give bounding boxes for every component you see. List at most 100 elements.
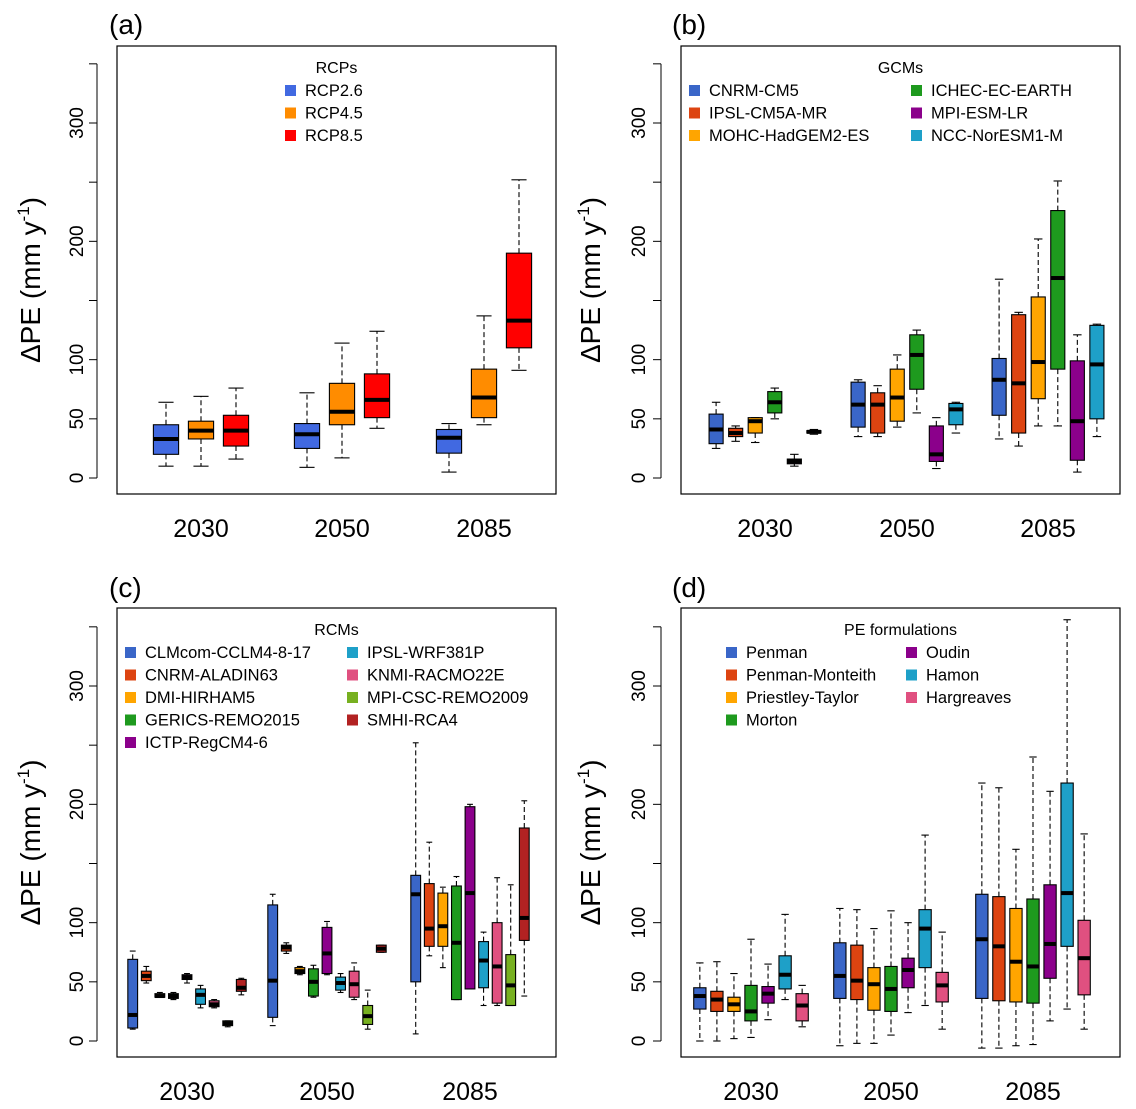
box-Penman bbox=[975, 782, 989, 1049]
legend-swatch bbox=[689, 85, 700, 96]
legend-swatch bbox=[125, 714, 136, 726]
plot-frame bbox=[680, 45, 1121, 495]
box-Priestley-Taylor bbox=[727, 972, 741, 1040]
box-CNRM-ALADIN63 bbox=[140, 965, 152, 984]
legend-swatch bbox=[285, 130, 296, 141]
box-MOHC-HadGEM2-ES bbox=[1030, 238, 1046, 427]
legend-entry: CLMcom-CCLM4-8-17 bbox=[145, 644, 311, 662]
box-body bbox=[1026, 898, 1040, 1004]
legend-swatch bbox=[125, 692, 136, 703]
legend-entry: NCC-NorESM1-M bbox=[931, 127, 1063, 145]
legend-entry: DMI-HIRHAM5 bbox=[145, 689, 255, 707]
legend-entry: MPI-CSC-REMO2009 bbox=[367, 689, 528, 707]
y-tick-label: 300 bbox=[67, 107, 88, 139]
y-axis-label: ΔPE (mm y-1) bbox=[14, 759, 46, 925]
box-MOHC-HadGEM2-ES bbox=[747, 417, 763, 444]
box-NCC-NorESM1-M bbox=[948, 401, 964, 434]
panel-b: (b) 0 50 100 200 300 ΔPE (mm y-1) 2030 2050 2085 G… bbox=[574, 9, 1121, 543]
box-MOHC-HadGEM2-ES bbox=[889, 354, 905, 428]
period-label: 2050 bbox=[314, 515, 370, 543]
y-tick-label: 50 bbox=[629, 408, 650, 429]
box-Morton bbox=[884, 910, 898, 1036]
box-Penman-Monteith bbox=[992, 787, 1006, 1049]
legend-entry: CNRM-CM5 bbox=[709, 82, 799, 100]
box-body bbox=[328, 382, 356, 426]
y-tick-label: 0 bbox=[67, 1036, 88, 1047]
box-Hamon bbox=[778, 913, 792, 1001]
box-CLMcom-CCLM4-8-17 bbox=[127, 950, 139, 1030]
box-ICHEC-EC-EARTH bbox=[909, 329, 925, 414]
y-tick-label: 100 bbox=[67, 344, 88, 376]
y-tick-label: 100 bbox=[629, 907, 650, 939]
box-DMI-HIRHAM5 bbox=[437, 886, 449, 969]
legend-entry: KNMI-RACMO22E bbox=[367, 667, 505, 685]
period-label: 2050 bbox=[879, 515, 935, 543]
legend: GCMs CNRM-CM5 IPSL-CM5A-MR MOHC-HadGEM2-ES I… bbox=[689, 60, 1072, 145]
box-KNMI-RACMO22E bbox=[208, 999, 220, 1009]
plot-frame bbox=[680, 607, 1121, 1058]
legend-entry: Priestley-Taylor bbox=[746, 689, 859, 707]
legend-entry: CNRM-ALADIN63 bbox=[145, 667, 278, 685]
box-RCP8.5 bbox=[505, 179, 533, 371]
box-body bbox=[423, 883, 435, 947]
legend-entry: Penman-Monteith bbox=[746, 667, 876, 685]
legend-entry: ICHEC-EC-EARTH bbox=[931, 82, 1072, 100]
period-label: 2030 bbox=[723, 1078, 779, 1106]
box-Oudin bbox=[1043, 790, 1057, 1022]
period-label: 2085 bbox=[1005, 1078, 1061, 1106]
legend-swatch bbox=[285, 85, 296, 96]
period-label: 2030 bbox=[737, 515, 793, 543]
box-Hargreaves bbox=[795, 984, 809, 1028]
legend-entry: Oudin bbox=[926, 644, 970, 662]
box-Hargreaves bbox=[1077, 833, 1091, 1030]
box-body bbox=[1009, 907, 1023, 1003]
panel-label: (b) bbox=[672, 9, 706, 40]
box-IPSL-WRF381P bbox=[195, 984, 207, 1009]
legend-entry: SMHI-RCA4 bbox=[367, 712, 458, 730]
y-tick-label: 100 bbox=[67, 907, 88, 939]
box-SMHI-RCA4 bbox=[235, 977, 247, 996]
legend-swatch bbox=[347, 692, 358, 703]
box-MPI-CSC-REMO2009 bbox=[362, 989, 374, 1030]
box-body bbox=[867, 967, 881, 1011]
box-body bbox=[491, 922, 503, 1004]
panel-c: (c) 0 50 100 200 300 ΔPE (mm y-1) 2030 2050 2085 R… bbox=[14, 572, 557, 1106]
box-body bbox=[909, 334, 925, 390]
box-body bbox=[1011, 314, 1027, 434]
box-KNMI-RACMO22E bbox=[348, 962, 360, 1001]
box-body bbox=[744, 984, 758, 1022]
box-RCP2.6 bbox=[293, 392, 321, 468]
legend: PE formulations Penman Penman-Monteith Prie… bbox=[726, 622, 1011, 730]
box-CNRM-CM5 bbox=[708, 401, 724, 449]
box-body bbox=[833, 942, 847, 999]
box-body bbox=[1030, 296, 1046, 400]
box-GERICS-REMO2015 bbox=[450, 875, 462, 1001]
legend-entry: Hargreaves bbox=[926, 689, 1011, 707]
y-tick-label: 200 bbox=[67, 788, 88, 820]
box-body bbox=[870, 392, 886, 434]
legend-swatch bbox=[125, 669, 136, 681]
y-tick-label: 50 bbox=[67, 971, 88, 992]
box-body bbox=[505, 252, 533, 349]
y-tick-label: 0 bbox=[629, 1036, 650, 1047]
box-Penman bbox=[693, 962, 707, 1042]
legend-swatch bbox=[347, 714, 358, 726]
box-IPSL-CM5A-MR bbox=[870, 385, 886, 438]
legend-entry: MOHC-HadGEM2-ES bbox=[709, 127, 869, 145]
legend-entry: IPSL-WRF381P bbox=[367, 644, 484, 662]
y-tick-label: 300 bbox=[629, 107, 650, 139]
legend-entry: IPSL-CM5A-MR bbox=[709, 105, 827, 123]
legend-title: RCMs bbox=[314, 622, 358, 639]
period-label: 2085 bbox=[1020, 515, 1076, 543]
box-CNRM-CM5 bbox=[850, 379, 866, 438]
box-SMHI-RCA4 bbox=[375, 944, 387, 953]
legend-entry: Morton bbox=[746, 712, 797, 730]
box-body bbox=[918, 909, 932, 969]
box-Penman bbox=[833, 907, 847, 1047]
box-body bbox=[1069, 360, 1085, 461]
legend-swatch bbox=[906, 647, 917, 658]
box-body bbox=[1089, 324, 1105, 420]
box-DMI-HIRHAM5 bbox=[154, 991, 166, 999]
box-RCP2.6 bbox=[152, 401, 180, 467]
box-body bbox=[991, 357, 1007, 416]
